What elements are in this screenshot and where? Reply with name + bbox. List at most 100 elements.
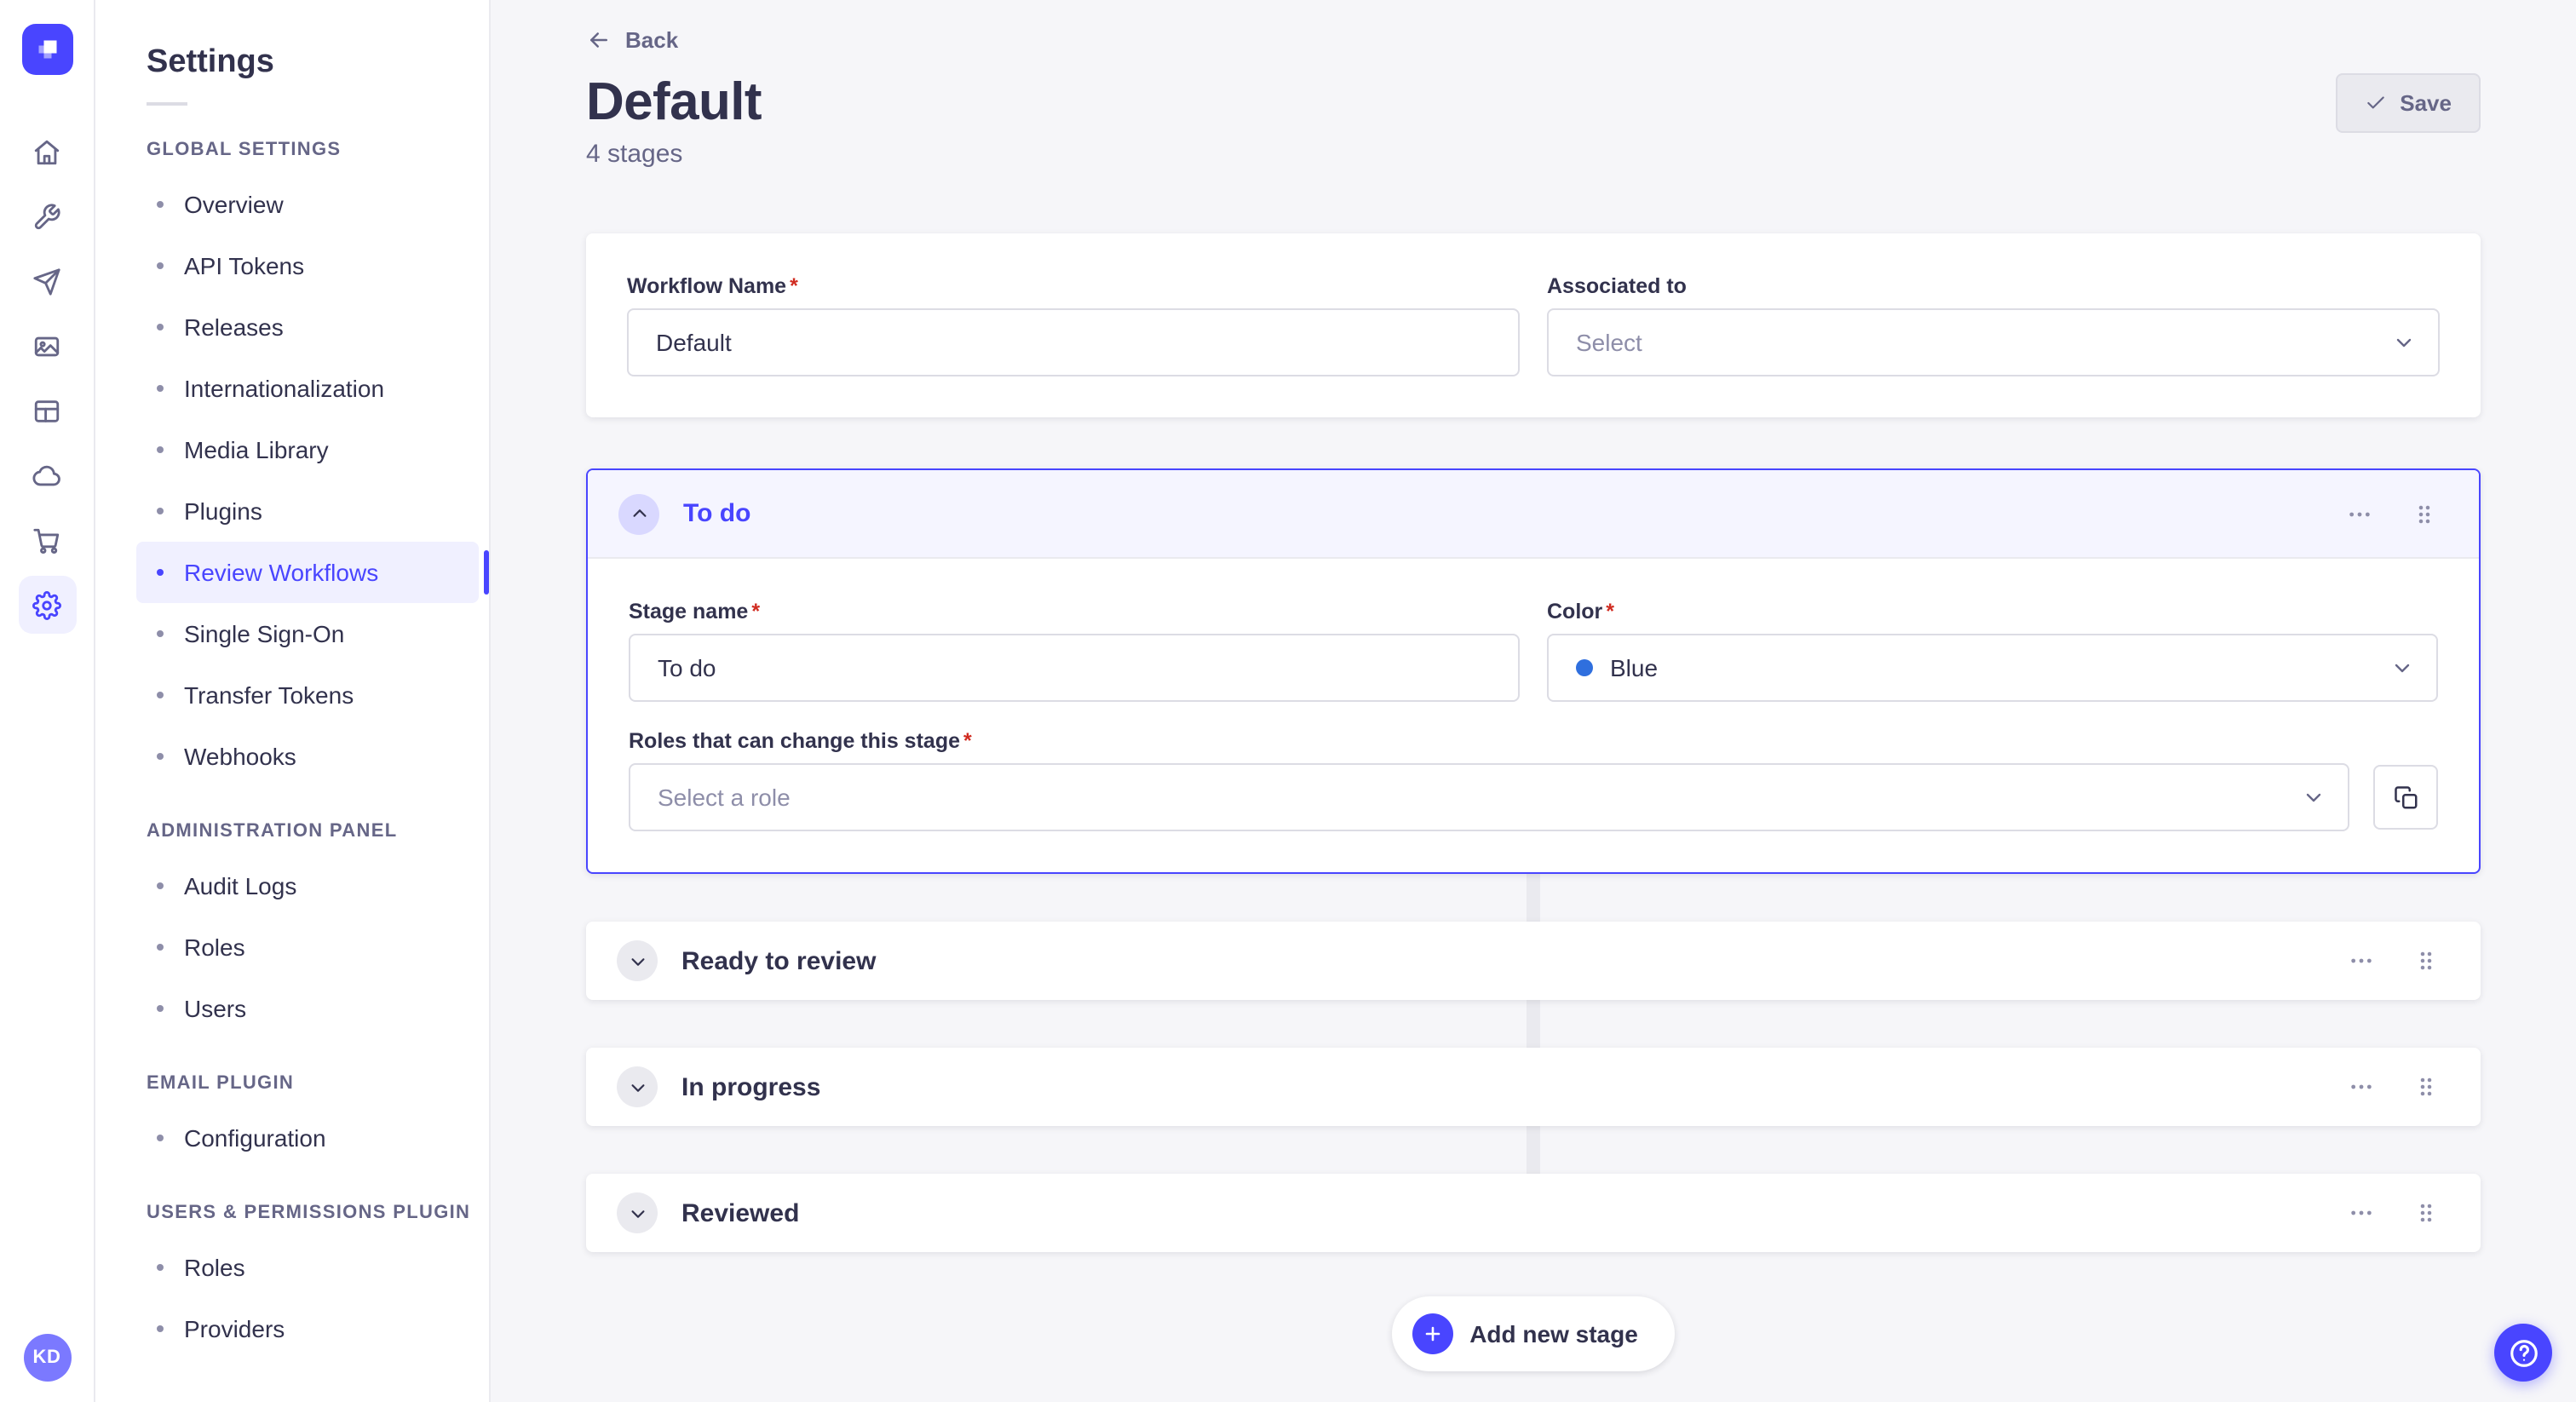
nav-item-layout[interactable] — [18, 382, 76, 440]
sidebar-item-overview[interactable]: Overview — [136, 174, 479, 235]
paper-plane-icon — [32, 267, 61, 296]
layout-icon — [32, 396, 61, 425]
sidebar-item-single-sign-on[interactable]: Single Sign-On — [136, 603, 479, 664]
stage-drag-handle[interactable] — [2406, 1066, 2447, 1107]
duplicate-stage-button[interactable] — [2373, 765, 2438, 830]
expand-stage-button[interactable] — [617, 1066, 658, 1107]
workflow-name-input[interactable] — [627, 308, 1520, 376]
stage-card-in-progress: In progress — [586, 1048, 2481, 1126]
sidebar-item-label: Media Library — [184, 436, 329, 463]
nav-item-cloud[interactable] — [18, 446, 76, 504]
add-stage-button[interactable]: Add new stage — [1391, 1296, 1676, 1371]
sidebar-item-media-library[interactable]: Media Library — [136, 419, 479, 480]
bullet-icon — [157, 1264, 164, 1271]
stage-title: In progress — [681, 1072, 821, 1101]
nav-item-paper-plane[interactable] — [18, 252, 76, 310]
plus-icon — [1412, 1313, 1453, 1354]
drag-icon — [2411, 500, 2438, 527]
stage-name-label: Stage name * — [629, 600, 761, 623]
add-stage-label: Add new stage — [1469, 1320, 1638, 1347]
stage-body: Stage name* Color* Blue — [588, 559, 2479, 872]
color-dot — [1576, 659, 1593, 676]
sidebar-item-label: Configuration — [184, 1124, 326, 1152]
workflow-form-card: Workflow Name* Associated to Select — [586, 233, 2481, 417]
sidebar-item-transfer-tokens[interactable]: Transfer Tokens — [136, 664, 479, 726]
drag-icon — [2412, 1073, 2440, 1100]
stage-drag-handle[interactable] — [2406, 1192, 2447, 1233]
stage-header[interactable]: To do — [588, 470, 2479, 559]
stage-card-reviewed: Reviewed — [586, 1174, 2481, 1252]
sidebar-section-header: ADMINISTRATION PANEL — [147, 821, 398, 842]
drag-icon — [2412, 1199, 2440, 1227]
stage-title: Ready to review — [681, 946, 877, 975]
nav-item-cart[interactable] — [18, 511, 76, 569]
stage-menu-button[interactable] — [2341, 1192, 2382, 1233]
nav-rail-items — [18, 116, 76, 641]
sidebar-item-webhooks[interactable]: Webhooks — [136, 726, 479, 787]
sidebar-item-providers[interactable]: Providers — [136, 1298, 479, 1359]
stage-header[interactable]: Reviewed — [586, 1174, 2481, 1252]
arrow-left-icon — [586, 27, 612, 53]
expand-stage-button[interactable] — [617, 1192, 658, 1233]
bullet-icon — [157, 385, 164, 392]
nav-item-wrench[interactable] — [18, 187, 76, 245]
save-button[interactable]: Save — [2335, 72, 2481, 132]
wrench-icon — [32, 202, 61, 231]
bullet-icon — [157, 1325, 164, 1332]
bullet-icon — [157, 569, 164, 576]
stage-menu-button[interactable] — [2341, 940, 2382, 981]
sidebar-item-label: API Tokens — [184, 252, 305, 279]
stage-header[interactable]: Ready to review — [586, 922, 2481, 1000]
more-icon — [2346, 500, 2373, 527]
sidebar-item-api-tokens[interactable]: API Tokens — [136, 235, 479, 296]
sidebar-item-releases[interactable]: Releases — [136, 296, 479, 358]
bullet-icon — [157, 882, 164, 889]
back-button[interactable]: Back — [586, 20, 678, 60]
stage-drag-handle[interactable] — [2404, 493, 2445, 534]
nav-item-home[interactable] — [18, 123, 76, 181]
sidebar-item-roles[interactable]: Roles — [136, 916, 479, 978]
user-avatar[interactable]: KD — [23, 1334, 71, 1382]
associated-to-select[interactable]: Select — [1547, 308, 2440, 376]
bullet-icon — [157, 324, 164, 330]
stage-name-input[interactable] — [629, 634, 1520, 702]
bullet-icon — [157, 944, 164, 951]
question-icon — [2507, 1336, 2539, 1369]
sidebar-title: Settings — [147, 44, 274, 80]
expand-stage-button[interactable] — [617, 940, 658, 981]
stage-header[interactable]: In progress — [586, 1048, 2481, 1126]
nav-item-settings[interactable] — [18, 576, 76, 634]
stage-roles-select[interactable]: Select a role — [629, 763, 2349, 831]
strapi-logo[interactable] — [21, 24, 72, 75]
sidebar-section-header: GLOBAL SETTINGS — [147, 140, 342, 160]
sidebar-sections: GLOBAL SETTINGS Overview API Tokens Release… — [136, 140, 489, 1359]
sidebar-item-label: Review Workflows — [184, 559, 379, 586]
sidebar-item-audit-logs[interactable]: Audit Logs — [136, 855, 479, 916]
help-button[interactable] — [2494, 1324, 2552, 1382]
stage-color-label: Color * — [1547, 600, 1615, 623]
stages-list: To do Stage name * — [586, 468, 2481, 1252]
stage-menu-button[interactable] — [2339, 493, 2380, 534]
chevron-down-icon — [2394, 332, 2414, 353]
sidebar-item-users[interactable]: Users — [136, 978, 479, 1039]
more-icon — [2348, 1199, 2375, 1227]
stage-drag-handle[interactable] — [2406, 940, 2447, 981]
more-icon — [2348, 947, 2375, 974]
bullet-icon — [157, 630, 164, 637]
nav-item-images[interactable] — [18, 317, 76, 375]
sidebar-item-configuration[interactable]: Configuration — [136, 1107, 479, 1169]
copy-icon — [2393, 784, 2418, 810]
sidebar-item-internationalization[interactable]: Internationalization — [136, 358, 479, 419]
associated-to-value: Select — [1576, 329, 1642, 356]
stage-menu-button[interactable] — [2341, 1066, 2382, 1107]
collapse-stage-button[interactable] — [618, 493, 659, 534]
bullet-icon — [157, 1135, 164, 1141]
sidebar-item-review-workflows[interactable]: Review Workflows — [136, 542, 489, 603]
gear-icon — [32, 590, 61, 619]
sidebar-item-plugins[interactable]: Plugins — [136, 480, 479, 542]
sidebar-item-roles[interactable]: Roles — [136, 1237, 479, 1298]
sidebar-item-label: Users — [184, 995, 247, 1022]
bullet-icon — [157, 446, 164, 453]
bullet-icon — [157, 753, 164, 760]
stage-color-select[interactable]: Blue — [1547, 634, 2438, 702]
